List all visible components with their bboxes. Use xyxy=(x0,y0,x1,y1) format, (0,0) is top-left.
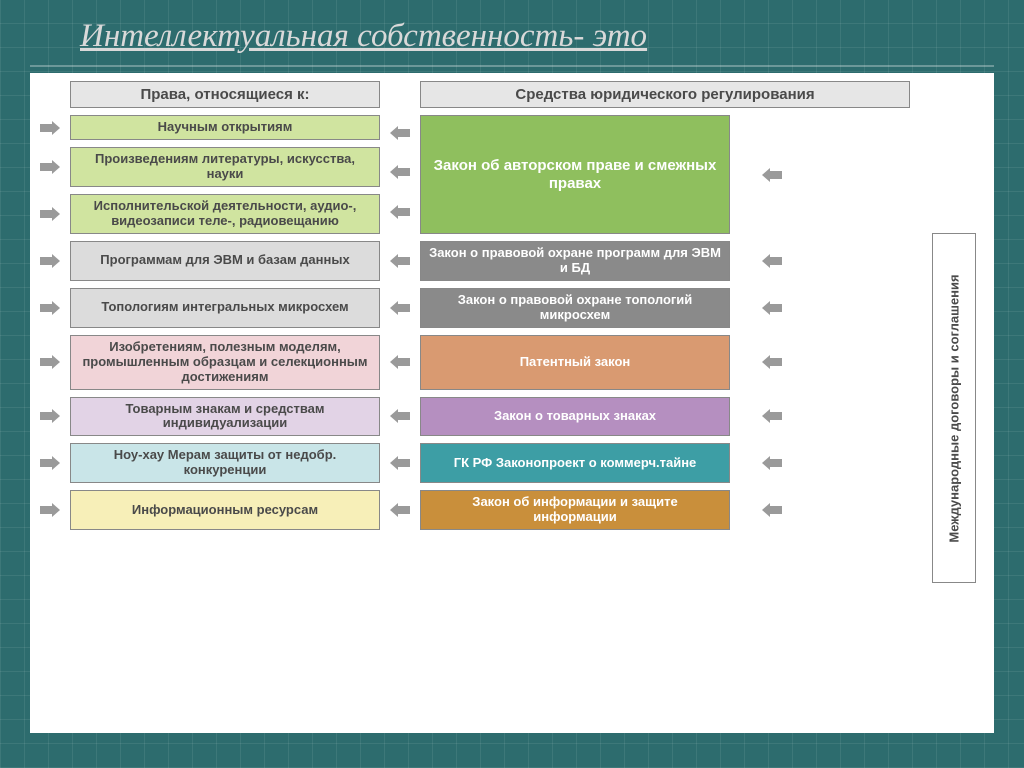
header-left: Права, относящиеся к: xyxy=(70,81,380,108)
arrow-left-icon xyxy=(740,490,804,530)
slide-title: Интеллектуальная собственность- это xyxy=(30,0,994,67)
arrow-right-icon xyxy=(40,147,60,187)
arrow-left-icon xyxy=(390,397,410,437)
arrow-left-icon xyxy=(390,205,410,224)
right-box: Закон о правовой охране топологий микрос… xyxy=(420,288,730,328)
arrow-right-icon xyxy=(40,490,60,530)
right-box: Закон о правовой охране программ для ЭВМ… xyxy=(420,241,730,281)
arrow-left-icon xyxy=(390,335,410,390)
arrow-left-icon xyxy=(390,490,410,530)
arrow-right-icon xyxy=(40,397,60,437)
diagram-row: Программам для ЭВМ и базам данных Закон о… xyxy=(40,241,984,281)
left-box: Произведениям литературы, искусства, нау… xyxy=(70,147,380,187)
diagram-row: Информационным ресурсам Закон об информац… xyxy=(40,490,984,530)
diagram-row: Топологиям интегральных микросхем Закон о… xyxy=(40,288,984,328)
right-box: Закон об информации и защите информации xyxy=(420,490,730,530)
arrow-left-icon xyxy=(390,165,410,184)
left-box: Информационным ресурсам xyxy=(70,490,380,530)
left-box: Топологиям интегральных микросхем xyxy=(70,288,380,328)
arrow-left-icon xyxy=(390,241,410,281)
arrow-left-icon xyxy=(740,241,804,281)
arrow-left-icon xyxy=(390,126,410,145)
diagram-row: Изобретениям, полезным моделям, промышле… xyxy=(40,335,984,390)
arrow-right-icon xyxy=(40,194,60,234)
header-right-label: Средства юридического регулирования xyxy=(515,86,814,103)
arrow-left-icon xyxy=(740,115,804,234)
spacer xyxy=(40,81,60,108)
arrow-mid-stack xyxy=(390,115,410,234)
sidebar-vertical-label: Международные договоры и соглашения xyxy=(947,274,962,542)
right-box: Патентный закон xyxy=(420,335,730,390)
diagram-row: Товарным знакам и средствам индивидуализ… xyxy=(40,397,984,437)
rows-container: Научным открытиям Произведениям литератур… xyxy=(40,115,984,530)
left-box: Товарным знакам и средствам индивидуализ… xyxy=(70,397,380,437)
header-left-label: Права, относящиеся к: xyxy=(140,86,309,103)
left-subrow: Научным открытиям xyxy=(40,115,380,140)
arrow-right-icon xyxy=(40,115,60,140)
arrow-left-icon xyxy=(740,288,804,328)
arrow-right-icon xyxy=(40,288,60,328)
left-subrow: Произведениям литературы, искусства, нау… xyxy=(40,147,380,187)
left-box: Научным открытиям xyxy=(70,115,380,140)
arrow-left-icon xyxy=(740,443,804,483)
arrow-left-icon xyxy=(390,443,410,483)
arrow-left-icon xyxy=(740,335,804,390)
left-stack: Научным открытиям Произведениям литератур… xyxy=(40,115,380,234)
left-box: Программам для ЭВМ и базам данных xyxy=(70,241,380,281)
left-box: Изобретениям, полезным моделям, промышле… xyxy=(70,335,380,390)
sidebar-vertical-box: Международные договоры и соглашения xyxy=(932,233,976,583)
right-box: Закон о товарных знаках xyxy=(420,397,730,437)
right-box: ГК РФ Законопроект о коммерч.тайне xyxy=(420,443,730,483)
left-box: Ноу-хау Мерам защиты от недобр. конкурен… xyxy=(70,443,380,483)
arrow-left-icon xyxy=(390,288,410,328)
arrow-right-icon xyxy=(40,241,60,281)
header-row: Права, относящиеся к: Средства юридическ… xyxy=(40,81,984,108)
arrow-left-icon xyxy=(740,397,804,437)
diagram-panel: Права, относящиеся к: Средства юридическ… xyxy=(30,73,994,733)
right-box: Закон об авторском праве и смежных права… xyxy=(420,115,730,234)
spacer xyxy=(920,81,984,108)
diagram-row: Ноу-хау Мерам защиты от недобр. конкурен… xyxy=(40,443,984,483)
left-subrow: Исполнительской деятельности, аудио-, ви… xyxy=(40,194,380,234)
header-right: Средства юридического регулирования xyxy=(420,81,910,108)
left-box: Исполнительской деятельности, аудио-, ви… xyxy=(70,194,380,234)
arrow-right-icon xyxy=(40,443,60,483)
diagram-row: Научным открытиям Произведениям литератур… xyxy=(40,115,984,234)
spacer xyxy=(390,81,410,108)
arrow-right-icon xyxy=(40,335,60,390)
